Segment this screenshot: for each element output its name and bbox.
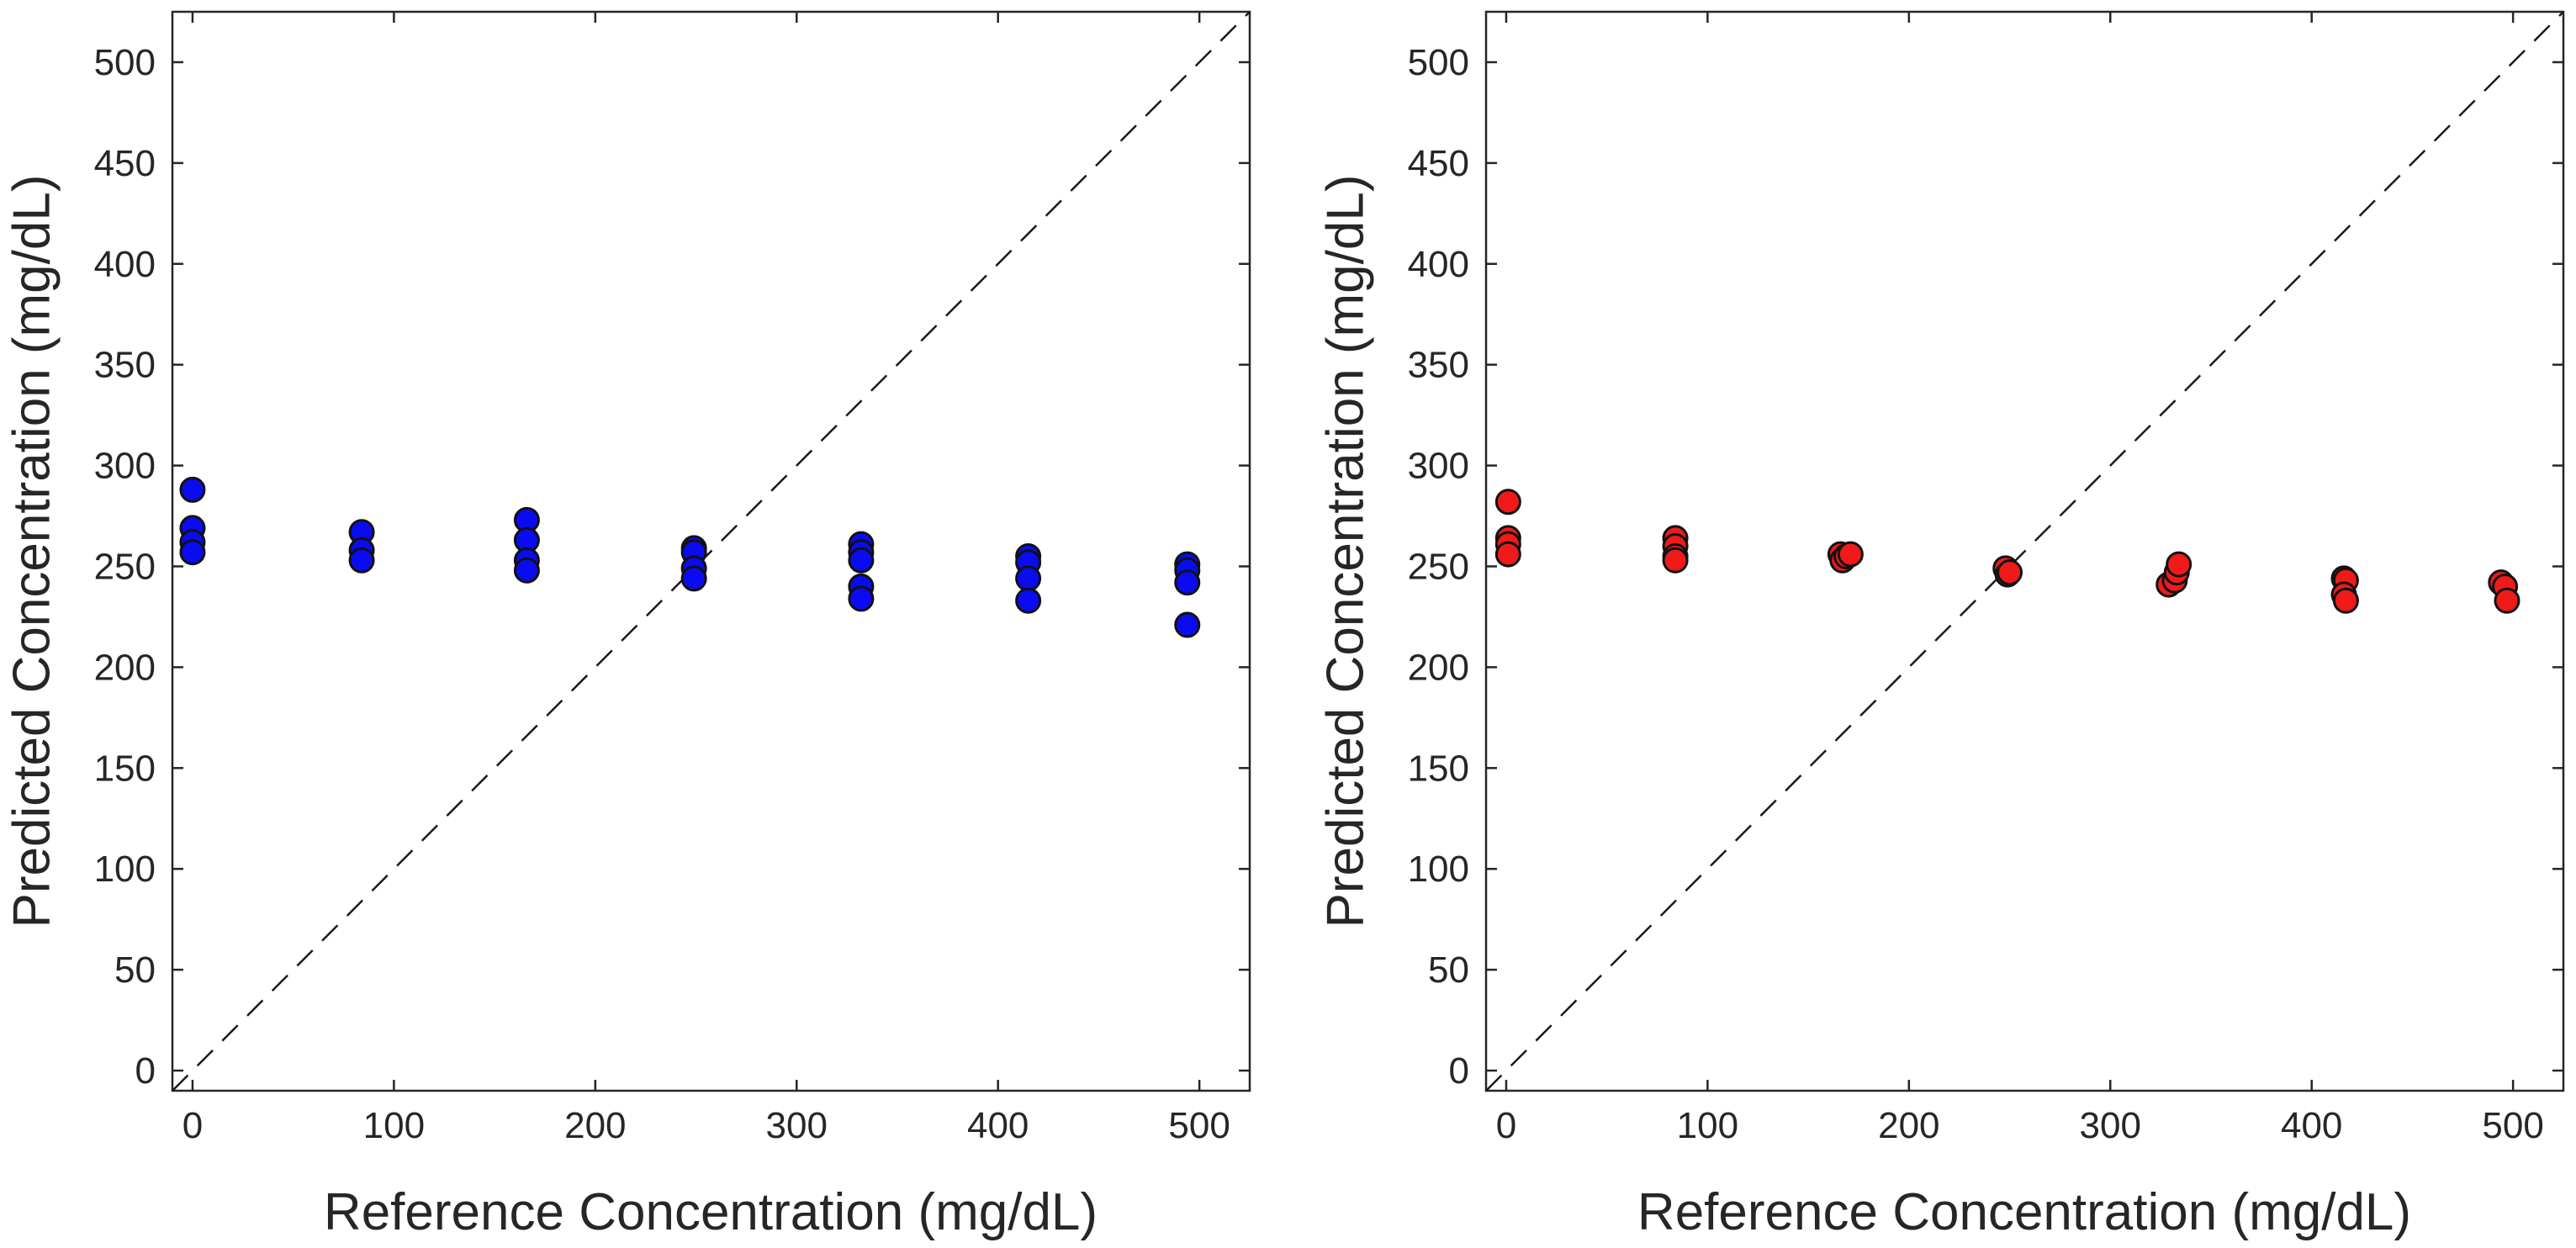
x-axis-title: Reference Concentration (mg/dL) xyxy=(1637,1183,2411,1241)
y-tick-label: 250 xyxy=(94,546,156,587)
y-tick-label: 400 xyxy=(94,244,156,285)
red-data-point xyxy=(1496,490,1520,514)
red-data-point xyxy=(1664,548,1687,572)
y-tick-label: 400 xyxy=(1408,244,1469,285)
y-tick-label: 200 xyxy=(94,647,156,688)
y-tick-label: 350 xyxy=(94,345,156,386)
y-axis-title: Predicted Concentration (mg/dL) xyxy=(3,174,61,928)
y-tick-label: 300 xyxy=(94,446,156,487)
red-data-point xyxy=(1998,561,2022,584)
blue-data-point xyxy=(1017,589,1040,612)
blue-data-point xyxy=(682,567,706,590)
y-tick-label: 50 xyxy=(114,949,156,991)
blue-data-point xyxy=(849,548,873,572)
blue-data-point xyxy=(350,548,373,572)
identity-reference-line xyxy=(1486,12,2563,1091)
y-tick-label: 350 xyxy=(1408,345,1469,386)
identity-reference-line xyxy=(172,12,1250,1091)
x-tick-label: 400 xyxy=(967,1105,1029,1146)
y-tick-label: 150 xyxy=(94,748,156,789)
x-tick-label: 100 xyxy=(363,1105,425,1146)
red-data-point xyxy=(2495,589,2519,612)
red-data-point xyxy=(2167,553,2191,576)
y-tick-label: 200 xyxy=(1408,647,1469,688)
x-tick-label: 100 xyxy=(1677,1105,1738,1146)
x-tick-label: 300 xyxy=(766,1105,828,1146)
y-axis-title: Predicted Concentration (mg/dL) xyxy=(1317,174,1375,928)
x-tick-label: 400 xyxy=(2281,1105,2342,1146)
y-tick-label: 0 xyxy=(1449,1050,1469,1092)
red-data-point xyxy=(1496,542,1520,566)
x-tick-label: 500 xyxy=(2482,1105,2543,1146)
blue-data-point xyxy=(515,558,538,582)
blue-data-point xyxy=(181,478,204,501)
y-tick-label: 500 xyxy=(94,42,156,83)
x-tick-label: 300 xyxy=(2080,1105,2141,1146)
y-tick-label: 50 xyxy=(1428,949,1469,991)
blue-data-point xyxy=(1176,613,1199,637)
blue-data-point xyxy=(1017,567,1040,590)
blue-data-point xyxy=(181,541,204,564)
red-data-point xyxy=(2334,589,2357,612)
y-tick-label: 450 xyxy=(1408,143,1469,184)
right-scatter-chart: 0 100 200 300 400 500 0 50 100 150 200 250 300 350 400… xyxy=(1317,12,2564,1241)
left-scatter-chart: 0 100 200 300 400 500 0 50 100 150 200 250 300 350 400… xyxy=(3,12,1251,1241)
y-tick-label: 500 xyxy=(1408,42,1469,83)
x-tick-label: 0 xyxy=(1496,1105,1516,1146)
blue-data-point xyxy=(849,587,873,611)
x-tick-label: 0 xyxy=(182,1105,203,1146)
y-tick-label: 100 xyxy=(1408,849,1469,890)
x-tick-label: 500 xyxy=(1168,1105,1230,1146)
x-tick-label: 200 xyxy=(1878,1105,1939,1146)
x-tick-label: 200 xyxy=(564,1105,626,1146)
y-tick-label: 100 xyxy=(94,849,156,890)
figure: 0 100 200 300 400 500050100150200250300350400… xyxy=(0,0,2576,1248)
red-data-point xyxy=(1838,542,1862,566)
y-tick-label: 300 xyxy=(1408,446,1469,487)
y-tick-label: 150 xyxy=(1408,748,1469,789)
blue-data-point xyxy=(1176,571,1199,595)
x-axis-title: Reference Concentration (mg/dL) xyxy=(324,1183,1098,1241)
y-tick-label: 0 xyxy=(135,1050,156,1092)
y-tick-label: 250 xyxy=(1408,546,1469,587)
y-tick-label: 450 xyxy=(94,143,156,184)
